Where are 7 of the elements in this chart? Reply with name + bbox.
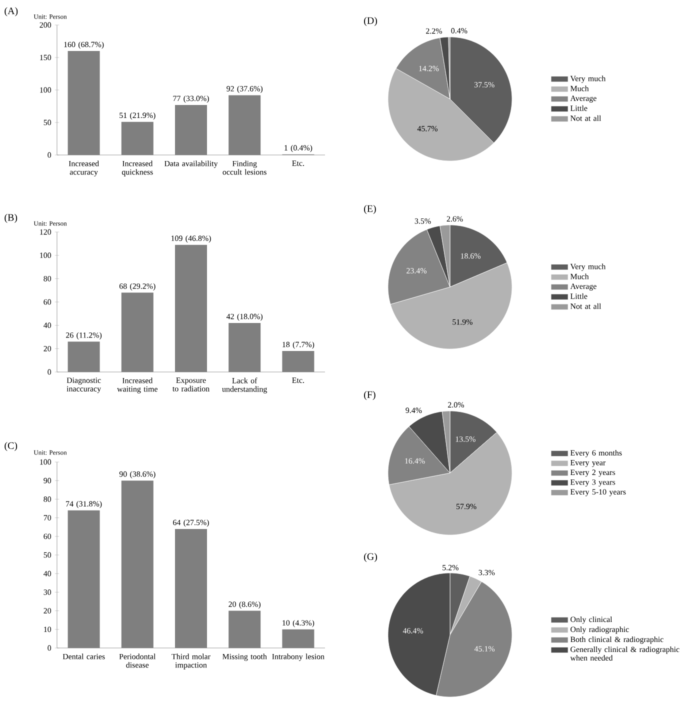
chart-title: (E)	[364, 204, 376, 214]
chart-title: (C)	[4, 442, 18, 452]
chart-title: (F)	[364, 390, 376, 400]
chart-title: (A)	[4, 7, 18, 16]
chart-title: (G)	[364, 552, 378, 562]
chart-title: (D)	[364, 16, 378, 26]
chart-title: (B)	[4, 214, 18, 223]
